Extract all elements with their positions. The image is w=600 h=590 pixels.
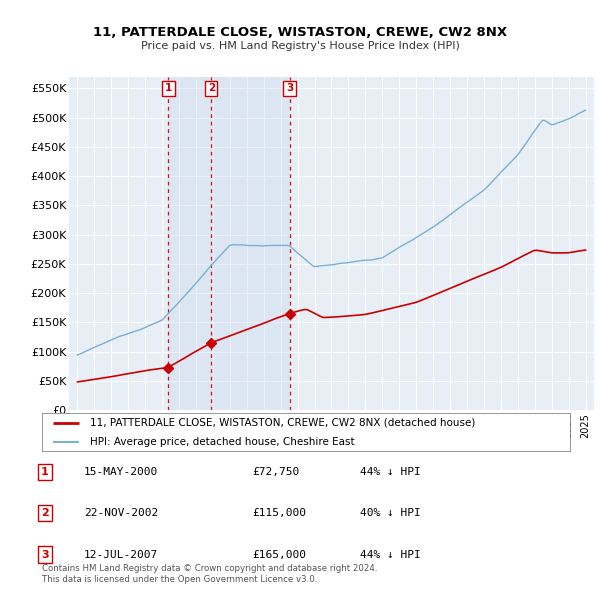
Text: 3: 3 [41, 550, 49, 559]
Text: 12-JUL-2007: 12-JUL-2007 [84, 550, 158, 559]
Text: 11, PATTERDALE CLOSE, WISTASTON, CREWE, CW2 8NX: 11, PATTERDALE CLOSE, WISTASTON, CREWE, … [93, 26, 507, 39]
Text: 44% ↓ HPI: 44% ↓ HPI [360, 467, 421, 477]
Text: This data is licensed under the Open Government Licence v3.0.: This data is licensed under the Open Gov… [42, 575, 317, 584]
Text: 1: 1 [41, 467, 49, 477]
Text: Contains HM Land Registry data © Crown copyright and database right 2024.: Contains HM Land Registry data © Crown c… [42, 565, 377, 573]
Text: 40% ↓ HPI: 40% ↓ HPI [360, 509, 421, 518]
Text: 44% ↓ HPI: 44% ↓ HPI [360, 550, 421, 559]
Bar [211, 77, 290, 410]
Bar [169, 77, 211, 410]
Text: 3: 3 [286, 83, 293, 93]
Text: 22-NOV-2002: 22-NOV-2002 [84, 509, 158, 518]
Text: 2: 2 [208, 83, 215, 93]
Text: £115,000: £115,000 [252, 509, 306, 518]
Text: Price paid vs. HM Land Registry's House Price Index (HPI): Price paid vs. HM Land Registry's House … [140, 41, 460, 51]
Text: £72,750: £72,750 [252, 467, 299, 477]
Text: 1: 1 [165, 83, 172, 93]
Text: 11, PATTERDALE CLOSE, WISTASTON, CREWE, CW2 8NX (detached house): 11, PATTERDALE CLOSE, WISTASTON, CREWE, … [89, 418, 475, 428]
Text: HPI: Average price, detached house, Cheshire East: HPI: Average price, detached house, Ches… [89, 437, 354, 447]
Text: £165,000: £165,000 [252, 550, 306, 559]
Text: 2: 2 [41, 509, 49, 518]
Text: 15-MAY-2000: 15-MAY-2000 [84, 467, 158, 477]
